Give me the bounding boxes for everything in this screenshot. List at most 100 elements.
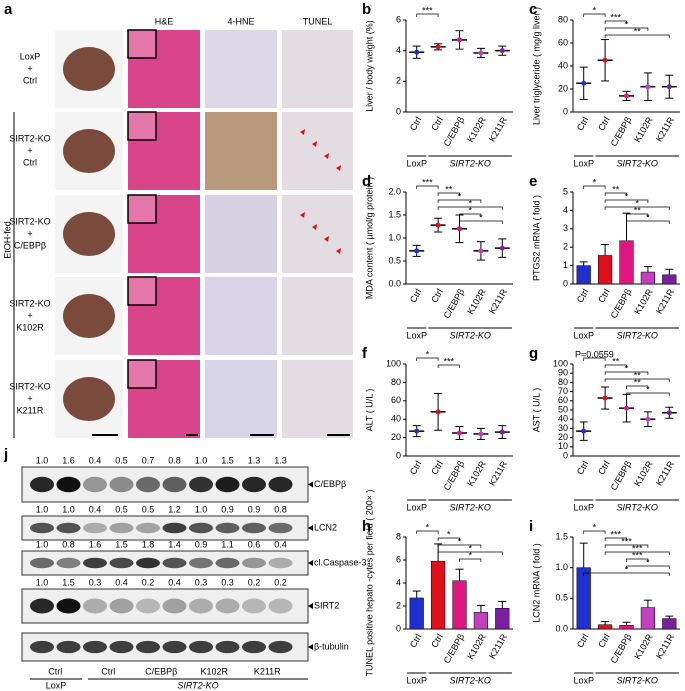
- significance-label: **: [634, 377, 642, 387]
- x-tick-label: K211R: [487, 287, 509, 316]
- significance-bracket: [416, 530, 439, 534]
- x-tick-label: Ctrl: [408, 632, 424, 649]
- x-tick-label: C/EBPβ: [442, 632, 467, 665]
- significance-label: *: [625, 19, 629, 29]
- y-tick-label: 6: [396, 14, 401, 24]
- blot-band: [162, 640, 187, 654]
- band-quantity: 0.4: [168, 577, 181, 587]
- x-tick-label: Ctrl: [429, 632, 445, 649]
- blot-band: [215, 476, 240, 493]
- significance-bracket: [437, 192, 460, 196]
- x-tick-label: C/EBPβ: [609, 287, 634, 320]
- row-label: +: [27, 228, 32, 238]
- significance-bracket: [604, 551, 670, 555]
- band-quantity: 0.5: [115, 504, 128, 514]
- band-quantity: 0.6: [248, 539, 261, 549]
- band-quantity: 0.9: [221, 504, 234, 514]
- blot-band: [242, 476, 266, 493]
- significance-bracket: [437, 537, 460, 541]
- x-tick-label: C/EBPβ: [609, 115, 634, 148]
- significance-label: *: [646, 212, 650, 222]
- y-tick-label: 80: [558, 14, 568, 24]
- group-label: SIRT2-KO: [177, 680, 218, 690]
- y-tick-label: 100: [553, 358, 568, 368]
- liver-photo: [63, 129, 115, 173]
- tunel-marker: [324, 236, 329, 242]
- significance-bracket: [437, 544, 482, 548]
- row-label: +: [27, 393, 32, 403]
- band-quantity: 0.4: [115, 577, 128, 587]
- group-label: LoxP: [46, 680, 67, 690]
- blot-band: [30, 557, 54, 569]
- band-quantity: 0.2: [248, 577, 261, 587]
- band-quantity: 1.6: [89, 539, 102, 549]
- band-quantity: 0.5: [142, 504, 155, 514]
- panel-letter: a: [4, 1, 13, 18]
- mean-dot: [624, 93, 629, 99]
- y-tick-label: 2: [563, 242, 568, 252]
- band-quantity: 1.1: [221, 539, 234, 549]
- group-label: SIRT2-KO: [450, 675, 491, 685]
- blot-label: LCN2: [314, 522, 337, 532]
- panel-letter: g: [529, 345, 538, 362]
- hne-stain: [205, 30, 277, 108]
- blot-band: [83, 476, 107, 493]
- mean-dot: [457, 430, 462, 436]
- group-label: LoxP: [573, 675, 594, 685]
- he-inset: [127, 194, 157, 224]
- bar: [619, 240, 634, 285]
- panel-letter: j: [3, 446, 8, 463]
- group-label: LoxP: [573, 502, 594, 512]
- bar: [409, 597, 424, 630]
- blot-label: β-tubulin: [314, 641, 349, 651]
- blot-arrow: [308, 560, 313, 566]
- blot-label: SIRT2: [314, 600, 339, 610]
- significance-bracket: [604, 199, 649, 203]
- band-quantity: 1.6: [62, 455, 75, 465]
- mean-dot: [478, 431, 484, 437]
- lane-label: K211R: [254, 666, 281, 676]
- blot-band: [242, 640, 266, 654]
- y-tick-label: 50: [558, 404, 568, 414]
- significance-bracket: [583, 357, 606, 361]
- significance-label: ***: [621, 536, 632, 546]
- y-axis-label: PTGS2 mRNA ( fold ): [531, 195, 541, 281]
- liver-photo: [63, 212, 115, 256]
- y-tick-label: 0: [563, 450, 568, 460]
- x-tick-label: K102R: [632, 287, 655, 316]
- blot-band: [162, 476, 187, 493]
- blot-band: [189, 476, 213, 493]
- x-tick-label: Ctrl: [575, 459, 591, 476]
- blot-band: [136, 598, 160, 614]
- blot-band: [268, 640, 293, 654]
- lane-label: C/EBPβ: [145, 666, 177, 676]
- band-quantity: 0.9: [195, 539, 208, 549]
- blot-band: [189, 598, 213, 614]
- x-tick-label: K102R: [632, 459, 655, 488]
- row-label: Ctrl: [23, 75, 37, 85]
- significance-bracket: [626, 558, 649, 562]
- x-tick-label: Ctrl: [575, 115, 591, 132]
- significance-bracket: [437, 364, 460, 368]
- panel-letter: c: [529, 1, 537, 18]
- bar: [576, 567, 591, 630]
- group-label: SIRT2-KO: [450, 502, 491, 512]
- blot-band: [136, 557, 160, 569]
- blot-label: C/EBPβ: [314, 479, 346, 489]
- y-tick-label: 80: [558, 377, 568, 387]
- significance-bracket: [416, 13, 439, 17]
- x-tick-label: Ctrl: [596, 287, 612, 304]
- band-quantity: 0.8: [62, 539, 75, 549]
- panel-letter: h: [362, 518, 371, 535]
- x-tick-label: C/EBPβ: [442, 115, 467, 148]
- y-tick-label: 4: [396, 45, 401, 55]
- band-quantity: 0.8: [274, 504, 287, 514]
- mean-dot: [414, 428, 420, 434]
- blot-band: [215, 522, 240, 534]
- mean-dot: [435, 222, 441, 228]
- y-tick-label: 80: [391, 377, 401, 387]
- x-tick-label: Ctrl: [429, 115, 445, 132]
- mean-dot: [624, 405, 629, 411]
- significance-label: ***: [632, 543, 643, 553]
